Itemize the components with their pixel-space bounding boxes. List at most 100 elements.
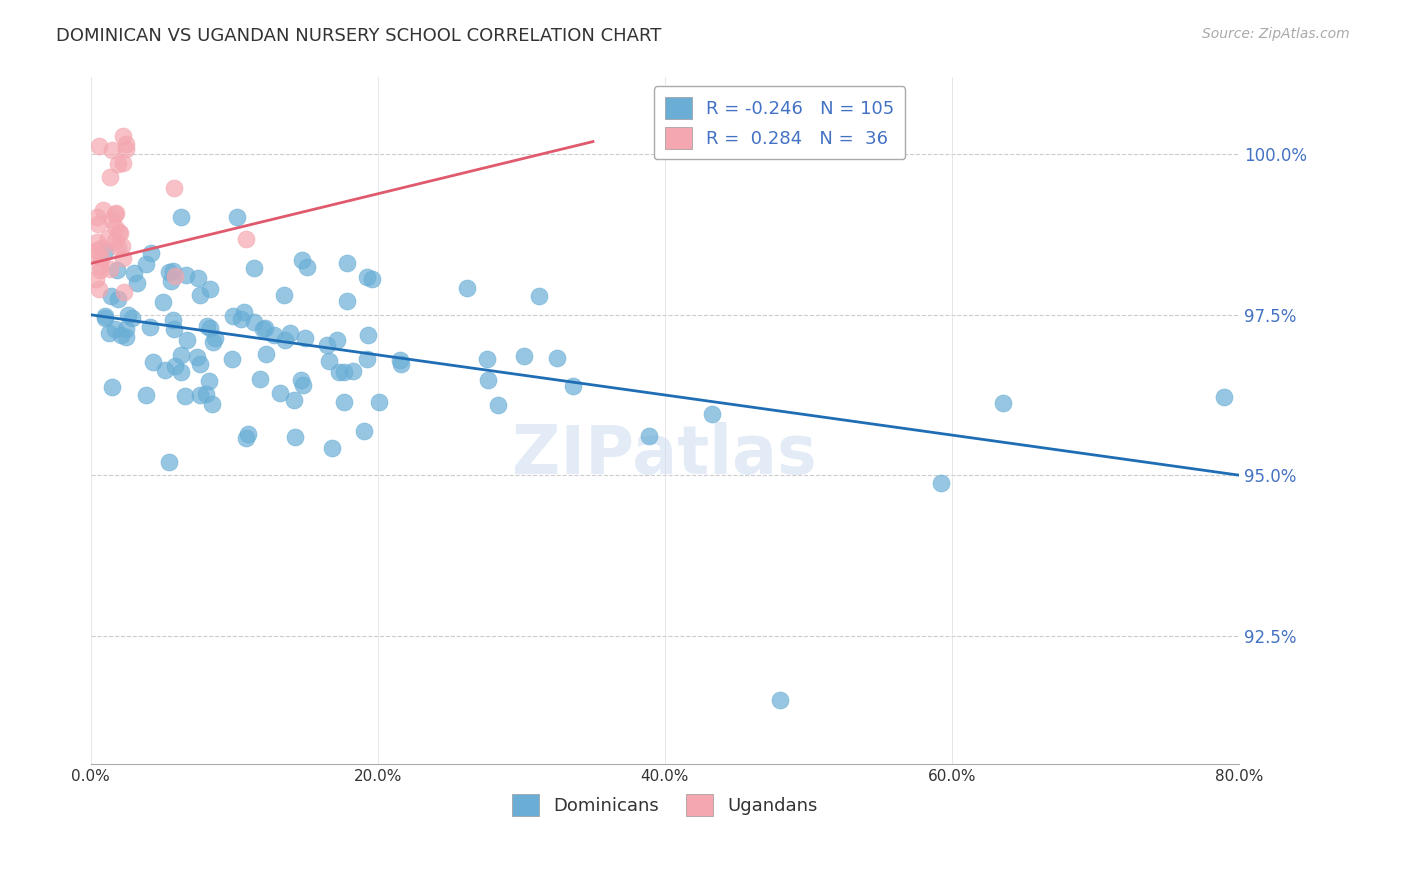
Point [353,424,375,438]
Point [336,293,359,308]
Point [202,334,225,349]
Point [328,365,350,379]
Point [105,206,128,220]
Point [111,155,134,169]
Point [188,288,211,302]
Point [101,380,124,394]
Point [107,156,129,170]
Point [98,326,121,340]
Point [111,239,134,253]
Point [194,387,217,401]
Point [477,374,499,388]
Point [111,129,134,144]
Point [200,320,222,334]
Point [318,354,340,368]
Point [112,285,135,300]
Point [105,263,128,277]
Point [98,262,121,277]
Point [229,311,252,326]
Point [1213,390,1236,404]
Point [233,305,256,319]
Point [991,396,1014,410]
Point [368,394,391,409]
Point [294,331,316,345]
Point [152,295,174,310]
Point [94,311,117,326]
Point [115,330,138,344]
Point [122,266,145,280]
Point [326,333,349,347]
Point [98,170,121,185]
Point [89,139,111,153]
Point [389,353,412,368]
Point [160,274,183,288]
Point [486,398,509,412]
Point [527,289,550,303]
Point [235,232,257,246]
Point [187,270,209,285]
Point [139,319,162,334]
Point [94,244,117,259]
Point [90,252,112,266]
Point [700,407,723,421]
Point [291,252,314,267]
Point [357,327,380,342]
Point [142,355,165,369]
Point [263,327,285,342]
Point [513,350,536,364]
Point [174,389,197,403]
Point [89,263,111,277]
Point [356,351,378,366]
Point [321,442,343,456]
Point [115,322,138,336]
Point [163,181,186,195]
Point [91,202,114,217]
Point [252,322,274,336]
Point [100,289,122,303]
Point [170,210,193,224]
Point [163,359,186,374]
Point [135,257,157,271]
Point [127,276,149,290]
Point [284,430,307,444]
Point [561,379,583,393]
Point [139,246,162,260]
Point [273,288,295,302]
Point [107,240,129,254]
Point [87,217,110,231]
Point [108,227,131,241]
Point [186,350,208,364]
Point [198,374,221,388]
Point [274,334,297,348]
Text: ZIPatlas: ZIPatlas [512,422,817,488]
Point [316,338,339,352]
Point [101,213,124,227]
Point [108,225,131,239]
Point [283,392,305,407]
Point [121,310,143,325]
Point [235,430,257,444]
Point [226,210,249,224]
Point [86,210,108,224]
Point [155,363,177,377]
Point [389,357,412,371]
Point [238,426,260,441]
Point [97,230,120,244]
Point [163,268,186,283]
Point [249,371,271,385]
Point [243,261,266,276]
Point [170,347,193,361]
Point [104,219,127,234]
Point [768,692,790,706]
Point [101,143,124,157]
Text: DOMINICAN VS UGANDAN NURSERY SCHOOL CORRELATION CHART: DOMINICAN VS UGANDAN NURSERY SCHOOL CORR… [56,27,662,45]
Point [84,272,107,286]
Point [198,281,221,295]
Point [86,235,108,249]
Point [929,475,952,490]
Point [162,264,184,278]
Point [104,234,127,248]
Point [243,315,266,329]
Point [89,282,111,296]
Point [254,347,277,361]
